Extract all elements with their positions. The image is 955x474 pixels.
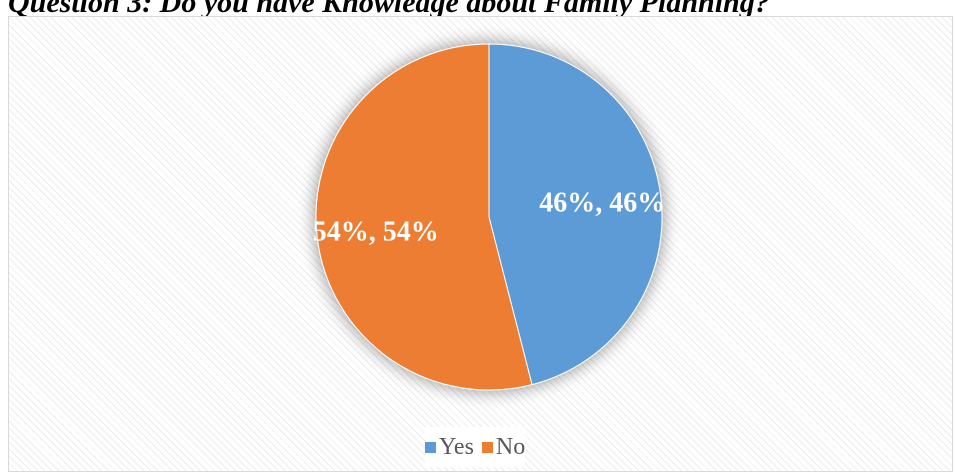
data-label-yes: 46%, 46%: [539, 188, 665, 219]
pie-slice-no: [315, 43, 533, 391]
pie-slices: [315, 43, 663, 391]
pie-chart: 46%, 46% 54%, 54% Yes No: [8, 16, 953, 472]
legend-label-no: No: [495, 433, 526, 460]
legend-item-yes: Yes: [425, 434, 474, 461]
legend-label-yes: Yes: [439, 433, 474, 460]
data-label-no: 54%, 54%: [313, 216, 439, 247]
pie-slice-yes: [488, 43, 663, 386]
question-heading: Question 3: Do you have Knowledge about …: [8, 0, 770, 19]
chart-legend: Yes No: [425, 427, 526, 467]
legend-swatch-no: [481, 441, 493, 453]
pie-chart-svg: 46%, 46% 54%, 54%: [313, 43, 666, 391]
pie-data-labels: 46%, 46% 54%, 54%: [313, 188, 666, 248]
legend-item-no: No: [481, 433, 526, 461]
legend-swatch-yes: [425, 441, 436, 453]
